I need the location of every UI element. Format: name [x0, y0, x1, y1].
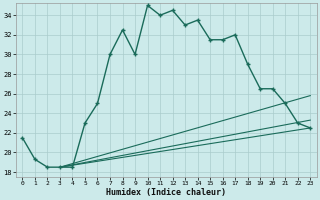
X-axis label: Humidex (Indice chaleur): Humidex (Indice chaleur) [106, 188, 226, 197]
